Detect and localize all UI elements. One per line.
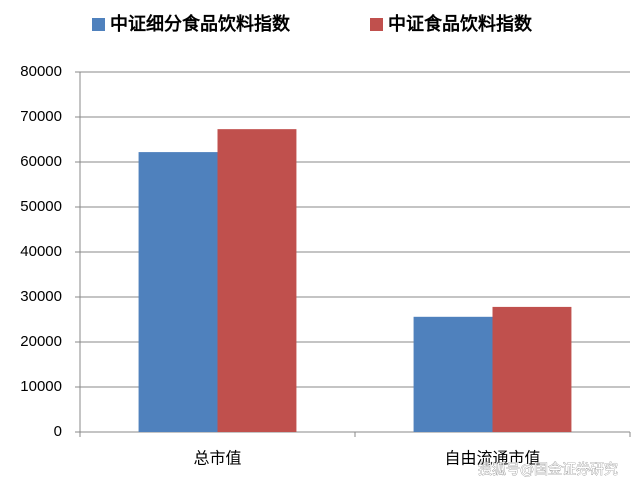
legend-swatch [92,18,105,31]
bar [138,152,218,432]
y-tick-label: 20000 [20,333,62,350]
legend-label: 中证细分食品饮料指数 [110,13,291,35]
watermark: 搜狐号@国金证券研究 [478,462,618,478]
y-tick-label: 40000 [20,243,62,260]
y-tick-label: 50000 [20,198,62,215]
x-tick-label: 自由流通市值 [444,449,540,468]
y-tick-label: 70000 [20,108,62,125]
y-tick-label: 30000 [20,288,62,305]
bar [413,316,493,432]
y-tick-label: 60000 [20,153,62,170]
y-tick-label: 80000 [20,63,62,80]
y-tick-label: 10000 [20,378,62,395]
bar [217,129,297,432]
x-tick-label: 总市值 [193,449,241,468]
y-tick-label: 0 [54,423,62,440]
bar [492,306,572,432]
legend-swatch [370,18,383,31]
legend-label: 中证食品饮料指数 [388,13,533,35]
